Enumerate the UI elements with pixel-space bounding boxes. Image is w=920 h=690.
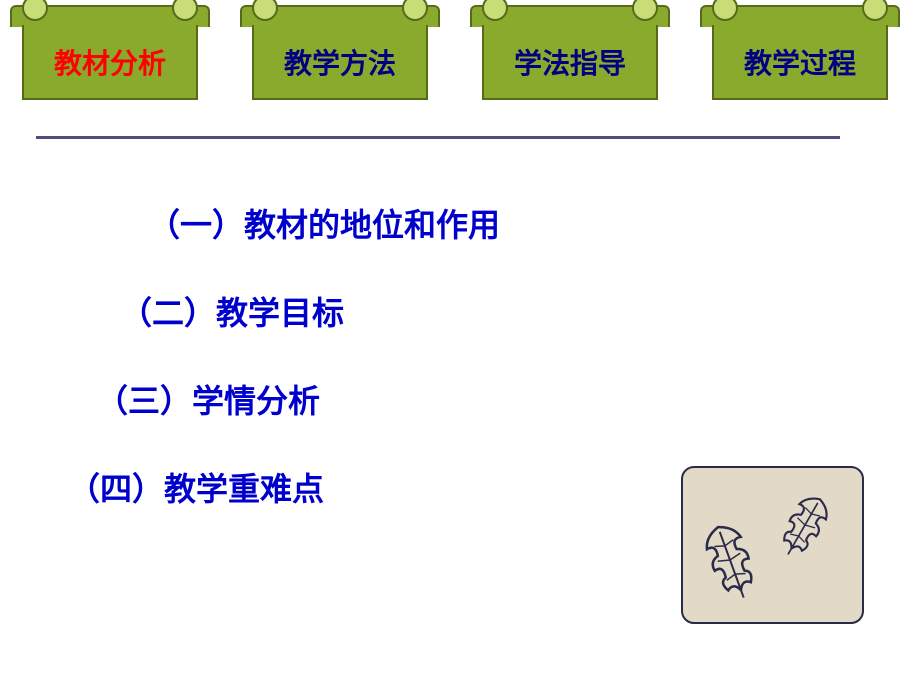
tab-teaching-process[interactable]: 教学过程 [700,5,900,100]
tab-label: 教学过程 [744,42,856,82]
tab-label: 教材分析 [54,42,166,82]
scroll-body: 教材分析 [22,25,198,100]
scroll-body: 学法指导 [482,25,658,100]
tabs-container: 教材分析 教学方法 学法指导 教学过程 [0,0,920,100]
tab-material-analysis[interactable]: 教材分析 [10,5,210,100]
content-item-1: （一）教材的地位和作用 [148,200,860,246]
content-item-3: （三）学情分析 [96,376,860,422]
scroll-decoration-top [470,5,670,27]
divider-line [36,136,840,139]
tab-learning-guidance[interactable]: 学法指导 [470,5,670,100]
scroll-body: 教学过程 [712,25,888,100]
tab-teaching-method[interactable]: 教学方法 [240,5,440,100]
scroll-body: 教学方法 [252,25,428,100]
scroll-decoration-top [240,5,440,27]
leaf-decoration-icon [680,465,865,625]
tab-label: 教学方法 [284,42,396,82]
tab-label: 学法指导 [514,42,626,82]
scroll-decoration-top [700,5,900,27]
content-item-2: （二）教学目标 [120,288,860,334]
scroll-decoration-top [10,5,210,27]
